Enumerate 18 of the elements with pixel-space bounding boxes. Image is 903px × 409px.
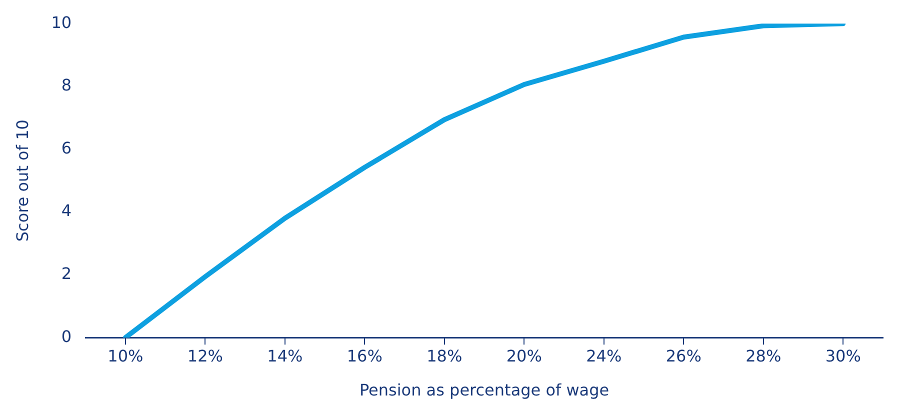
x-tick-label: 20% <box>506 346 542 366</box>
y-tick-label: 4 <box>61 201 72 220</box>
y-tick-label: 8 <box>61 76 72 95</box>
x-tick-label: 24% <box>586 346 622 366</box>
x-tick-label: 28% <box>746 346 782 366</box>
x-axis-title: Pension as percentage of wage <box>359 380 610 400</box>
x-tick-label: 12% <box>187 346 223 366</box>
x-tick-label: 14% <box>267 346 303 366</box>
y-tick-label: 10 <box>51 12 72 32</box>
x-tick-label: 18% <box>426 346 462 366</box>
x-tick-label: 30% <box>825 346 861 366</box>
y-tick-label: 6 <box>61 138 72 158</box>
y-tick-label: 0 <box>61 326 72 346</box>
x-tick-label: 16% <box>346 346 382 366</box>
x-tick-label: 10% <box>108 346 144 366</box>
y-axis-title: Score out of 10 <box>12 120 32 242</box>
x-tick-label: 26% <box>666 346 702 366</box>
y-tick-label: 2 <box>61 264 72 283</box>
